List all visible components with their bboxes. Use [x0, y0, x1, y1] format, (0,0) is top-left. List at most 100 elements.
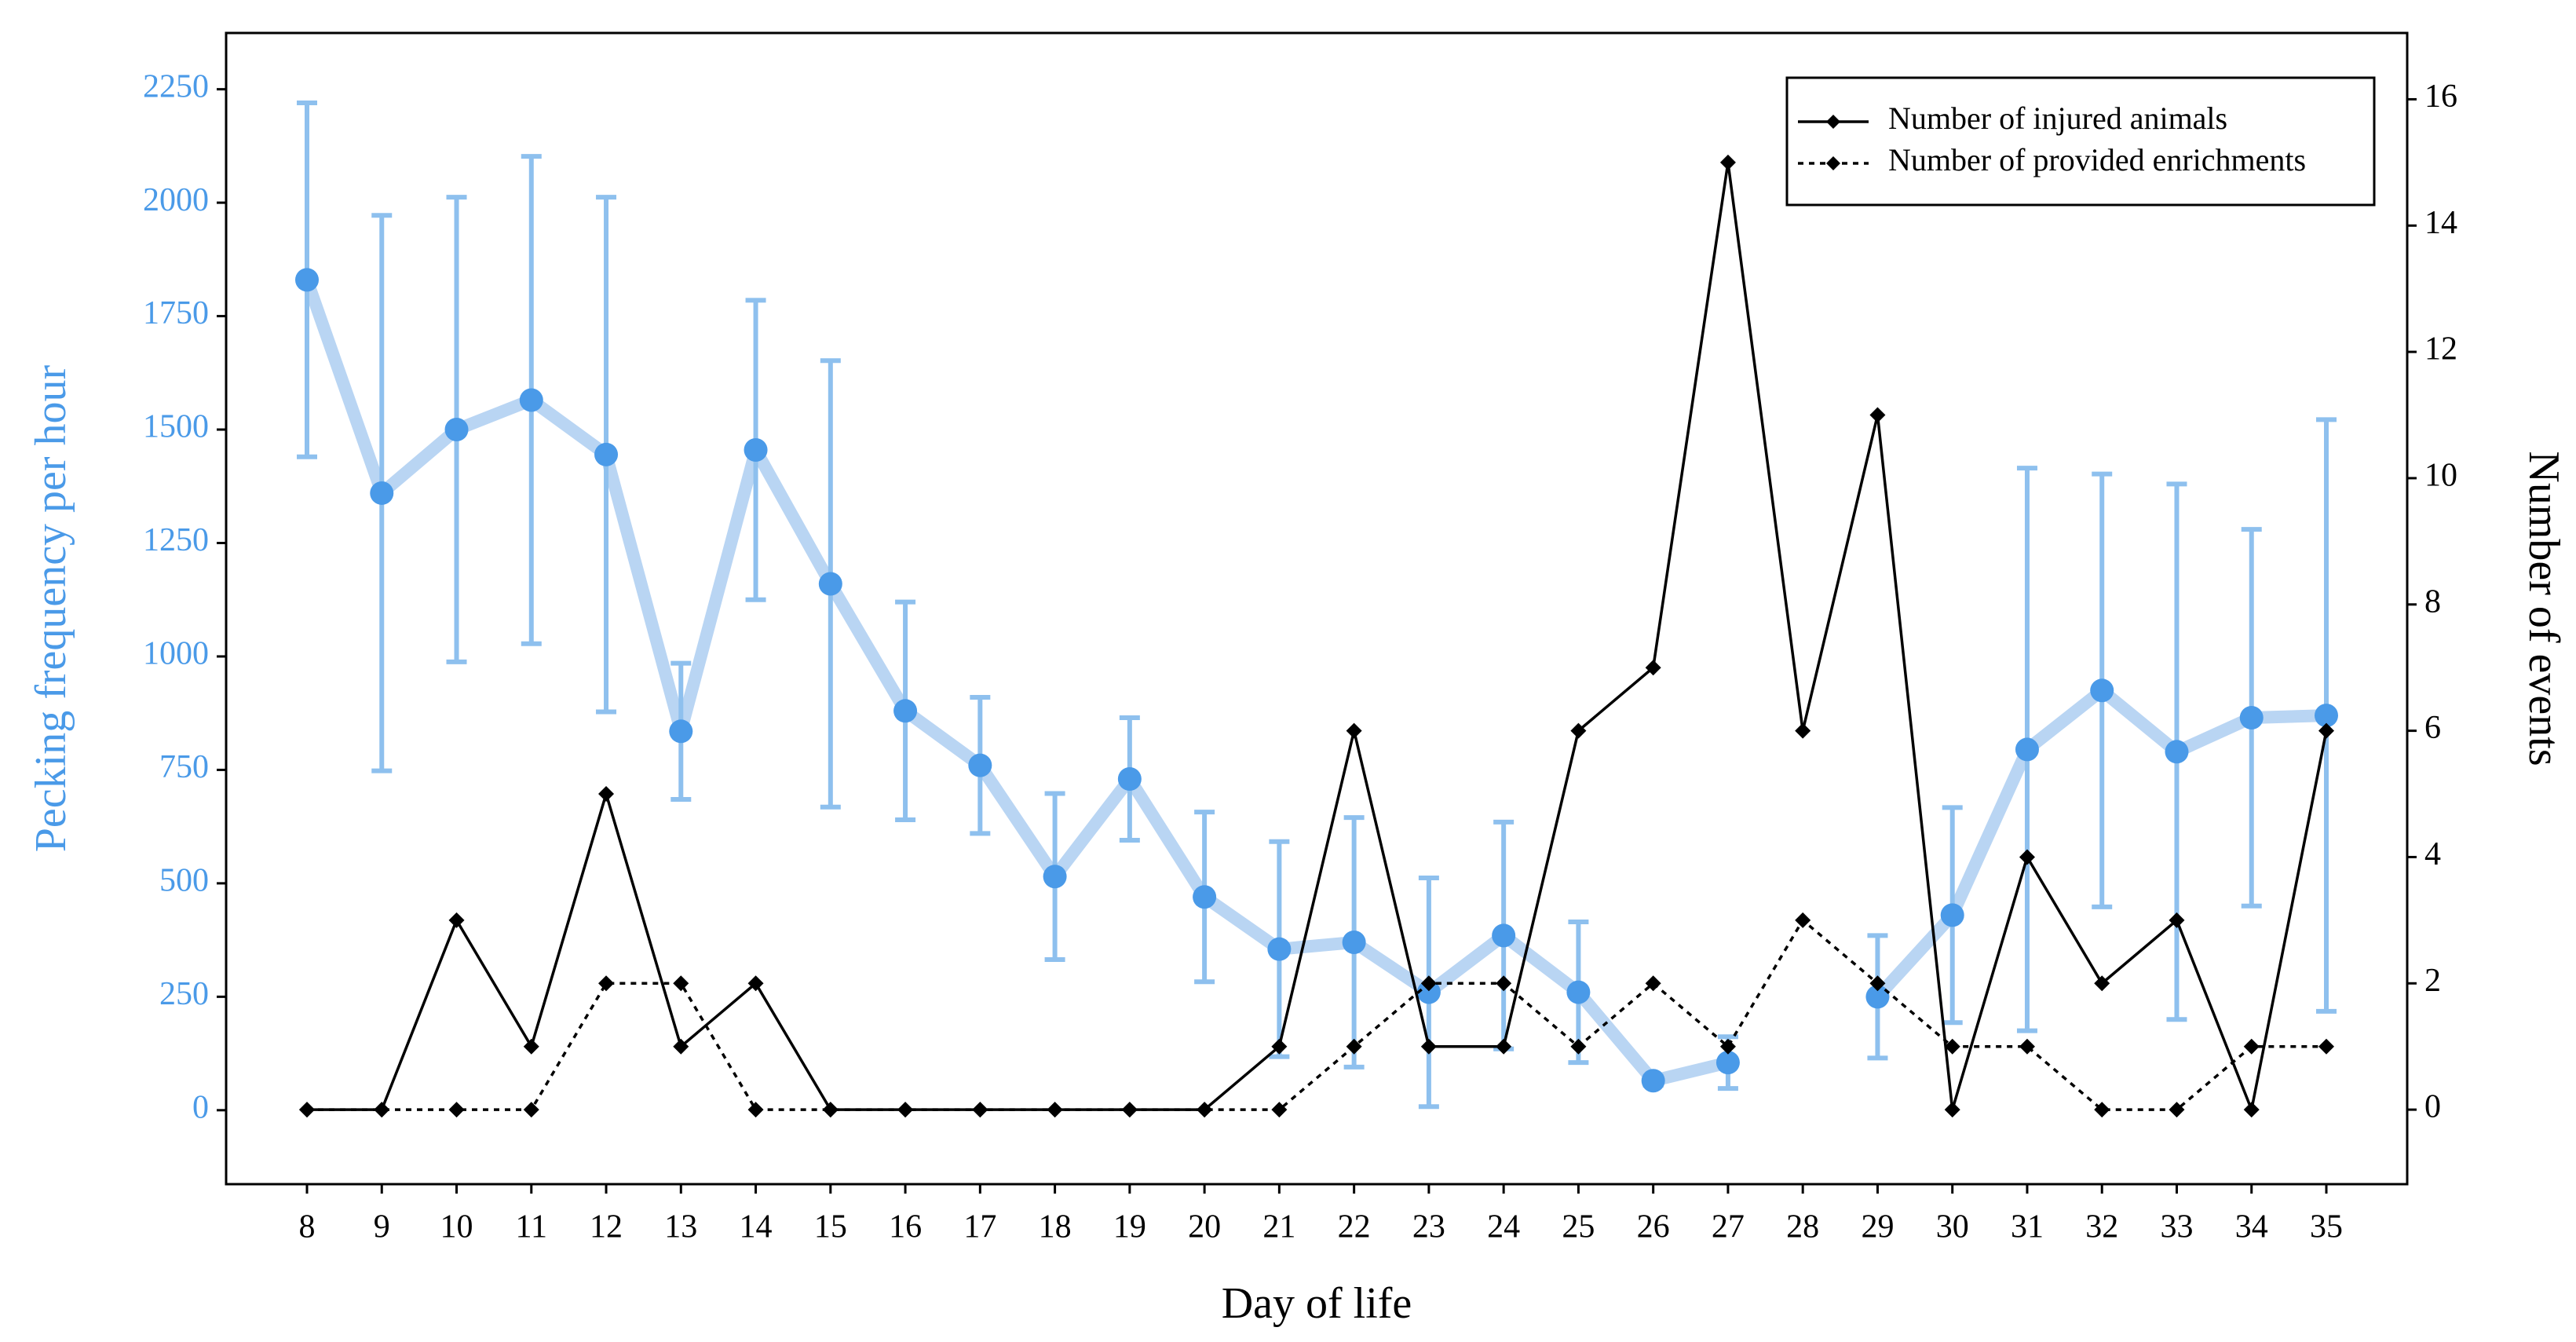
y-tick-label: 1250 — [143, 522, 209, 558]
pecking-point — [370, 481, 394, 505]
event-point — [1496, 1038, 1512, 1055]
x-tick-label: 16 — [889, 1209, 922, 1245]
pecking-point — [1865, 985, 1890, 1009]
pecking-point — [1043, 865, 1067, 889]
event-point — [448, 912, 465, 928]
y-tick-label: 1750 — [143, 295, 209, 331]
y-tick-label: 0 — [192, 1089, 209, 1125]
pecking-point — [1492, 923, 1516, 948]
x-tick-label: 30 — [1936, 1209, 1969, 1245]
x-tick-label: 28 — [1786, 1209, 1819, 1245]
event-point — [1271, 1038, 1288, 1055]
event-point — [2169, 1102, 2185, 1118]
legend-label: Number of provided enrichments — [1888, 142, 2306, 177]
x-tick-label: 19 — [1113, 1209, 1146, 1245]
y2-tick-label: 6 — [2424, 710, 2441, 746]
event-point — [2318, 722, 2334, 739]
event-point — [1570, 1038, 1587, 1055]
y2-tick-label: 16 — [2424, 79, 2457, 115]
event-point — [747, 975, 764, 992]
pecking-point — [2165, 740, 2189, 764]
pecking-line — [301, 277, 2327, 1088]
y-tick-label: 1000 — [143, 636, 209, 672]
pecking-point — [295, 268, 319, 292]
event-point — [2094, 975, 2110, 992]
x-tick-label: 32 — [2085, 1209, 2118, 1245]
x-tick-label: 23 — [1412, 1209, 1445, 1245]
event-point — [1496, 975, 1512, 992]
event-point — [972, 1102, 988, 1118]
y2-tick-label: 12 — [2424, 331, 2457, 367]
x-tick-label: 13 — [664, 1209, 697, 1245]
pecking-point — [1566, 980, 1591, 1004]
x-tick-label: 14 — [740, 1209, 773, 1245]
pecking-point — [1117, 766, 1142, 791]
event-point — [523, 1102, 539, 1118]
x-tick-label: 12 — [590, 1209, 623, 1245]
pecking-point — [2090, 678, 2114, 703]
event-point — [2019, 849, 2035, 865]
x-tick-label: 17 — [963, 1209, 996, 1245]
event-point — [299, 1102, 315, 1118]
pecking-point — [2015, 737, 2039, 762]
pecking-point — [1416, 980, 1441, 1004]
pecking-point — [519, 388, 543, 412]
event-point — [822, 1102, 839, 1118]
event-point — [2243, 1038, 2260, 1055]
event-point — [1645, 660, 1661, 676]
legend-label: Number of injured animals — [1888, 101, 2227, 136]
pecking-point — [968, 753, 992, 777]
y2-tick-label: 14 — [2424, 205, 2457, 241]
pecking-point — [893, 699, 918, 723]
x-tick-label: 18 — [1039, 1209, 1072, 1245]
pecking-point — [669, 719, 693, 744]
legend-marker — [1826, 156, 1840, 170]
event-point — [598, 786, 615, 803]
event-point — [1346, 722, 1362, 739]
event-point — [747, 1102, 764, 1118]
event-point — [1869, 975, 1886, 992]
event-line — [307, 162, 2328, 1115]
event-point — [1121, 1102, 1138, 1118]
event-point — [1944, 1102, 1960, 1118]
event-point — [2169, 912, 2185, 928]
pecking-point — [1716, 1051, 1740, 1075]
event-point — [1795, 912, 1811, 928]
event-point — [1795, 722, 1811, 739]
x-tick-label: 33 — [2160, 1209, 2193, 1245]
event-point — [1719, 1038, 1736, 1055]
x-tick-label: 20 — [1188, 1209, 1221, 1245]
x-tick-label: 15 — [814, 1209, 847, 1245]
y2-tick-label: 8 — [2424, 583, 2441, 620]
x-tick-label: 11 — [516, 1209, 547, 1245]
legend-marker — [1826, 115, 1840, 129]
event-point — [1420, 975, 1437, 992]
event-point — [1197, 1102, 1213, 1118]
event-point — [374, 1102, 390, 1118]
event-point — [1271, 1102, 1288, 1118]
x-tick-label: 27 — [1712, 1209, 1745, 1245]
x-tick-label: 29 — [1861, 1209, 1894, 1245]
plot-frame — [225, 31, 2409, 1186]
x-tick-label: 10 — [440, 1209, 473, 1245]
y2-tick-label: 10 — [2424, 458, 2457, 494]
event-point — [2318, 1038, 2334, 1055]
x-tick-label: 9 — [374, 1209, 390, 1245]
y-tick-label: 2000 — [143, 182, 209, 218]
event-point — [1944, 1038, 1960, 1055]
x-tick-label: 24 — [1487, 1209, 1520, 1245]
y2-tick-label: 0 — [2424, 1089, 2441, 1125]
x-tick-label: 26 — [1637, 1209, 1670, 1245]
event-point — [523, 1038, 539, 1055]
y2-tick-label: 4 — [2424, 836, 2441, 872]
legend-box — [1785, 76, 2376, 207]
x-tick-label: 25 — [1562, 1209, 1595, 1245]
pecking-point — [2315, 704, 2338, 728]
event-point — [1719, 154, 1736, 170]
event-point — [448, 1102, 465, 1118]
event-point — [673, 1038, 689, 1055]
y2-axis-label: Number of events — [2519, 451, 2568, 766]
event-point — [1645, 975, 1661, 992]
event-point — [2094, 1102, 2110, 1118]
